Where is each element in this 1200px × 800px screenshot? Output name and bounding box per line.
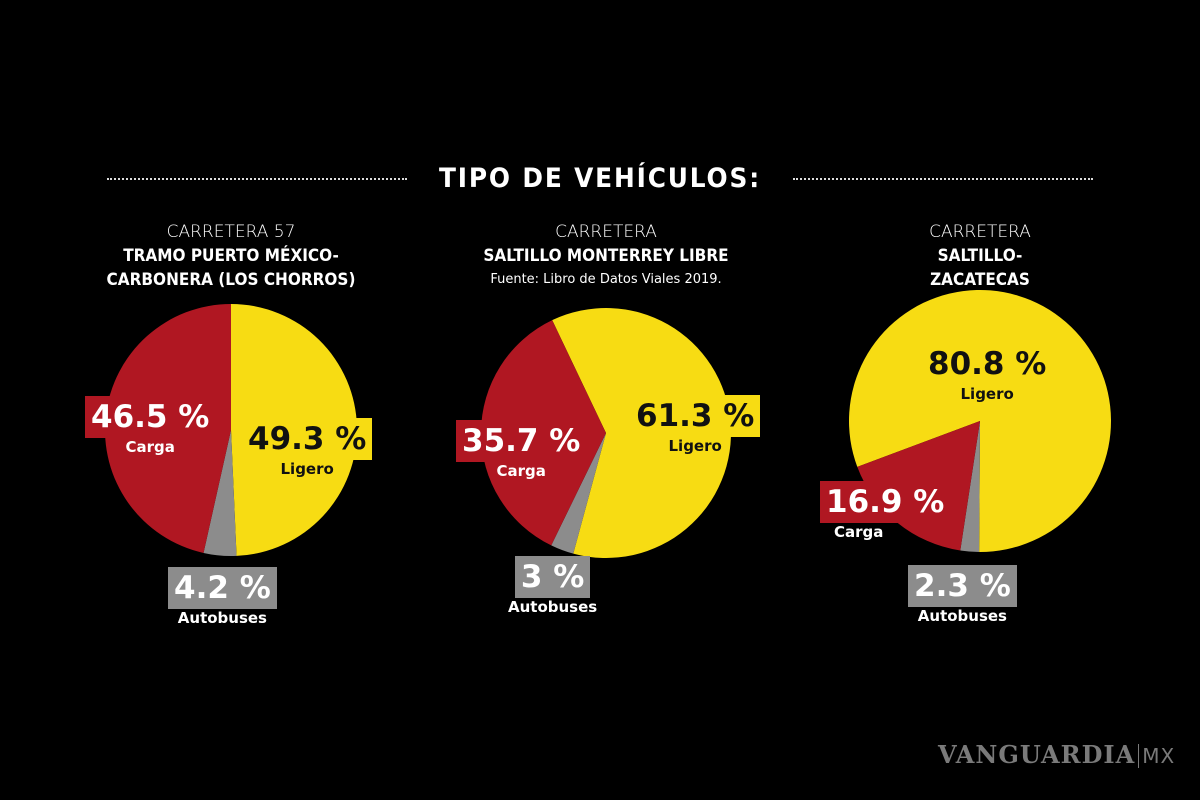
- pie2-ligero-label: 61.3 % Ligero: [630, 395, 761, 455]
- pie1-carga-label: 46.5 % Carga: [85, 396, 216, 456]
- pie1-carga-name: Carga: [125, 438, 175, 456]
- pie3-ligero-label: 80.8 % Ligero: [922, 343, 1052, 403]
- pie3-header: CARRETERA SALTILLO- ZACATECAS: [820, 220, 1140, 292]
- pie1-slice-autobuses: [203, 430, 237, 556]
- pie2-carga-label: 35.7 % Carga: [456, 420, 587, 480]
- pie2-ligero-value: 61.3 %: [630, 395, 761, 437]
- pie1-carga-value: 46.5 %: [85, 396, 216, 438]
- pie2-ligero-name: Ligero: [668, 437, 722, 455]
- pie3-carga-value: 16.9 %: [820, 481, 951, 523]
- pie1-autobuses-value: 4.2 %: [168, 567, 277, 609]
- pie1-header: CARRETERA 57 TRAMO PUERTO MÉXICO- CARBON…: [71, 220, 391, 292]
- pie1-ligero-name: Ligero: [280, 460, 334, 478]
- pie3-slice-autobuses: [960, 421, 980, 552]
- logo-brand: VANGUARDIA: [938, 740, 1136, 769]
- divider-left: [107, 177, 407, 180]
- pie3-carga-name: Carga: [834, 523, 884, 541]
- pie1-header-line2: TRAMO PUERTO MÉXICO-: [123, 246, 339, 266]
- pie3-autobuses-name: Autobuses: [917, 607, 1007, 625]
- pie3-ligero-value: 80.8 %: [928, 346, 1047, 382]
- divider-right: [793, 177, 1093, 180]
- logo-suffix: MX: [1138, 744, 1176, 768]
- pie2-carga-value: 35.7 %: [456, 420, 587, 462]
- pie2-autobuses-name: Autobuses: [508, 598, 598, 616]
- pie2-header-line1: CARRETERA: [555, 222, 657, 242]
- pie1-header-line1: CARRETERA 57: [166, 222, 296, 242]
- pie3-autobuses-label: 2.3 % Autobuses: [908, 565, 1017, 625]
- pie3-autobuses-value: 2.3 %: [908, 565, 1017, 607]
- pie1-header-line3: CARBONERA (LOS CHORROS): [106, 270, 356, 290]
- chart-title: TIPO DE VEHÍCULOS:: [438, 163, 762, 194]
- pie2-autobuses-label: 3 % Autobuses: [508, 556, 597, 616]
- pie1-autobuses-name: Autobuses: [177, 609, 267, 627]
- pie1-autobuses-label: 4.2 % Autobuses: [168, 567, 277, 627]
- pie2-autobuses-value: 3 %: [514, 556, 591, 598]
- pie1-ligero-label: 49.3 % Ligero: [242, 418, 373, 478]
- pie3-header-line2: SALTILLO-: [937, 246, 1023, 266]
- pie2-header: CARRETERA SALTILLO MONTERREY LIBRE Fuent…: [446, 220, 766, 292]
- pie2-carga-name: Carga: [496, 462, 546, 480]
- pie3-header-line1: CARRETERA: [929, 222, 1031, 242]
- vanguardia-logo: VANGUARDIA MX: [938, 740, 1176, 769]
- title-row: TIPO DE VEHÍCULOS:: [107, 163, 1093, 194]
- pie2-header-line2: SALTILLO MONTERREY LIBRE: [483, 246, 729, 266]
- pie1-ligero-value: 49.3 %: [242, 418, 373, 460]
- pie3-carga-label: 16.9 % Carga: [820, 481, 951, 541]
- pie2-slice-autobuses: [551, 433, 606, 554]
- pie3-header-line3: ZACATECAS: [930, 270, 1030, 290]
- pie3-ligero-name: Ligero: [960, 385, 1014, 403]
- pie2-source: Fuente: Libro de Datos Viales 2019.: [490, 272, 722, 287]
